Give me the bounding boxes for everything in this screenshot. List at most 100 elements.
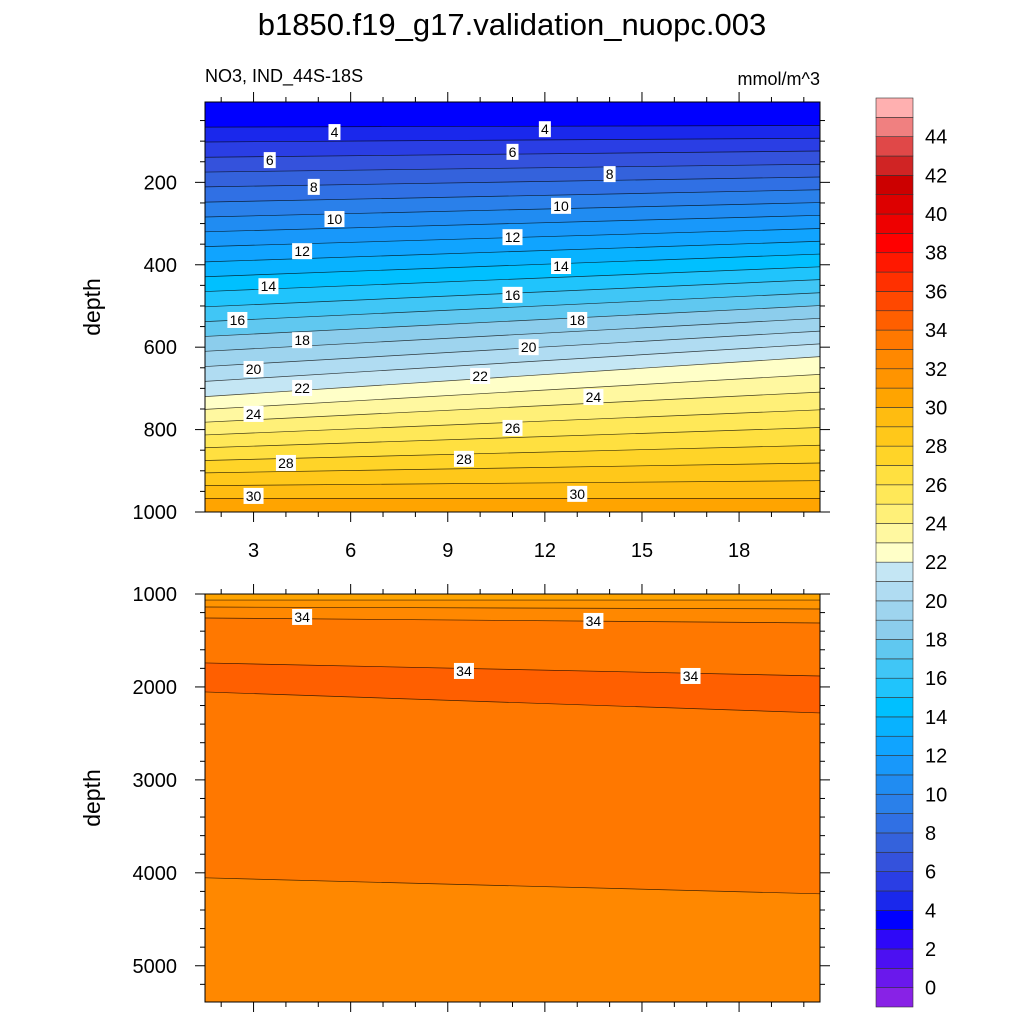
contour-band (204, 593, 821, 601)
contour-line (204, 606, 821, 610)
colorbar-box (875, 310, 914, 331)
colorbar-box (875, 755, 914, 776)
lower-y-axis-label: depth (79, 769, 105, 827)
contour-line (204, 292, 821, 322)
contour-label: 34 (456, 663, 472, 679)
contour-label-box (502, 419, 523, 436)
contour-label: 22 (472, 368, 488, 384)
contour-line (204, 305, 821, 337)
contour-line (204, 462, 821, 474)
colorbar-box (875, 368, 914, 389)
contour-label: 6 (266, 152, 274, 168)
contour-line (204, 189, 821, 203)
colorbar-label: 44 (925, 127, 947, 149)
colorbar-label: 36 (925, 281, 947, 303)
contour-line (204, 343, 821, 382)
colorbar-label: 22 (925, 552, 947, 574)
y-tick-label: 2000 (133, 677, 178, 699)
colorbar-label: 14 (925, 707, 947, 729)
contour-line (204, 163, 821, 173)
contour-label: 24 (586, 389, 602, 405)
contour-label: 34 (586, 613, 602, 629)
colorbar-label: 10 (925, 784, 947, 806)
colorbar-box (875, 793, 914, 814)
contour-line (204, 374, 821, 410)
contour-label-box (453, 450, 474, 467)
contour-label-box (603, 166, 616, 183)
contour-label-box (243, 487, 264, 504)
x-tick-label: 3 (248, 540, 259, 562)
colorbar-box (875, 871, 914, 892)
contour-label: 4 (331, 124, 339, 140)
colorbar-box (875, 851, 914, 872)
contour-label: 20 (246, 361, 262, 377)
y-tick-label: 400 (144, 255, 177, 277)
contour-label: 8 (606, 166, 614, 182)
colorbar-box (875, 213, 914, 234)
colorbar-box (875, 271, 914, 292)
contour-label-box (567, 311, 588, 328)
contour-label-box (275, 454, 296, 471)
y-tick-label: 1000 (133, 584, 178, 606)
contour-label: 12 (505, 229, 521, 245)
colorbar-box (875, 929, 914, 950)
contour-band (204, 101, 821, 128)
x-tick-label: 15 (631, 540, 653, 562)
colorbar-box (875, 948, 914, 969)
contour-label: 16 (505, 287, 521, 303)
colorbar-label: 24 (925, 513, 947, 535)
x-tick-label: 6 (345, 540, 356, 562)
contour-line (204, 427, 821, 449)
colorbar-box (875, 619, 914, 640)
contour-line (204, 266, 821, 292)
contour-label-box (227, 311, 248, 328)
x-tick-label: 9 (442, 540, 453, 562)
colorbar-box (875, 252, 914, 273)
contour-label-box (583, 612, 604, 629)
colorbar-box (875, 716, 914, 737)
colorbar-box (875, 407, 914, 428)
colorbar-label: 0 (925, 978, 936, 1000)
colorbar-box (875, 909, 914, 930)
contour-label-box (453, 662, 474, 679)
units-subtitle: mmol/m^3 (738, 69, 820, 89)
contour-label-box (258, 278, 279, 295)
contour-line (204, 662, 821, 677)
colorbar-box (875, 117, 914, 137)
contour-label-box (243, 405, 264, 422)
colorbar-label: 6 (925, 862, 936, 884)
contour-label-box (506, 143, 519, 160)
colorbar-label: 32 (925, 359, 947, 381)
contour-label-box (328, 124, 341, 141)
colorbar-box (875, 97, 914, 118)
colorbar-box (875, 600, 914, 621)
colorbar-box (875, 194, 914, 215)
colorbar-box (875, 581, 914, 602)
contour-line (204, 214, 821, 233)
contour-label: 30 (246, 488, 262, 504)
upper-panel: 4 4 6 6 8 8 10 10 12 12 14 14 16 16 18 18 20 20 22 22 24 24 26… (133, 92, 830, 562)
contour-line (204, 391, 821, 423)
contour-label: 24 (246, 406, 262, 422)
colorbar-box (875, 349, 914, 370)
contour-line (204, 444, 821, 461)
contour-label: 30 (569, 486, 585, 502)
colorbar-box (875, 697, 914, 718)
colorbar-box (875, 658, 914, 679)
left-subtitle: NO3, IND_44S-18S (205, 66, 363, 87)
colorbar-label: 20 (925, 591, 947, 613)
y-tick-label: 5000 (133, 956, 178, 978)
contour-label-box (243, 361, 264, 378)
contour-label-box (502, 229, 523, 246)
x-tick-label: 18 (728, 540, 750, 562)
contour-label-box (518, 339, 539, 356)
contour-label: 28 (278, 455, 294, 471)
y-tick-label: 3000 (133, 770, 178, 792)
contour-label: 18 (294, 332, 310, 348)
contour-label-box (538, 121, 551, 138)
colorbar-label: 42 (925, 165, 947, 187)
contour-label-box (324, 211, 345, 228)
contour-label-box (583, 389, 604, 406)
colorbar-label: 34 (925, 320, 947, 342)
